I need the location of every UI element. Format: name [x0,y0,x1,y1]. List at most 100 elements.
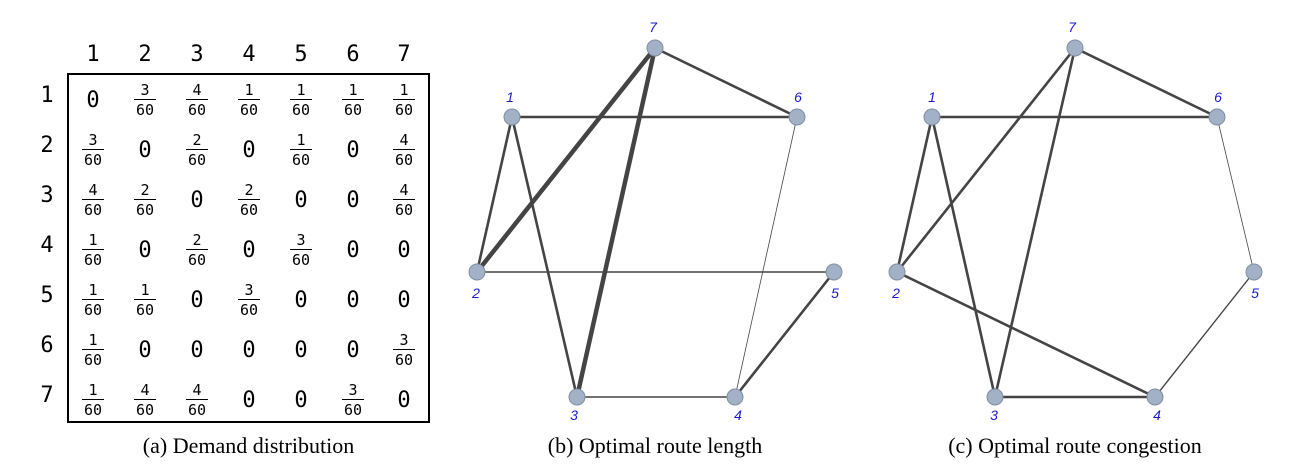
row-label: 1 [40,83,54,108]
cell-value: 0 [397,387,411,413]
graph-optimal-route-congestion: 1 2 3 4 5 6 7 [888,19,1263,423]
matrix-cell: 4 60 [119,375,171,425]
edge-6-5 [1216,116,1255,273]
fraction-denominator: 60 [187,100,207,119]
matrix-cell: 1 60 [327,75,379,125]
fraction: 4 60 [134,381,156,419]
node-label-6: 6 [1214,89,1222,105]
fraction-numerator: 3 [290,231,312,250]
fraction-numerator: 3 [82,131,104,150]
cell-value: 0 [242,137,256,163]
fraction: 4 60 [393,181,415,219]
caption-optimal-route-congestion: (c) Optimal route congestion [948,433,1202,458]
node-6 [1208,108,1226,126]
cell-value: 0 [294,187,308,213]
edge-3-7 [993,46,1077,399]
node-7 [646,39,664,57]
matrix-cell: 2 60 [223,175,275,225]
fraction: 3 60 [82,131,104,169]
column-label: 3 [190,42,204,67]
matrix-cell: 0 [327,125,379,175]
caption-optimal-route-length: (b) Optimal route length [547,433,763,458]
node-label-3: 3 [570,407,578,423]
fraction-numerator: 2 [134,181,156,200]
edge-3-7 [574,45,658,400]
fraction: 3 60 [342,381,364,419]
fraction-numerator: 3 [134,81,156,100]
fraction: 4 60 [393,131,415,169]
row-label: 4 [40,233,54,258]
fraction-numerator: 4 [186,81,208,100]
fraction-denominator: 60 [83,150,103,169]
cell-value: 0 [397,237,411,263]
fraction-denominator: 60 [239,100,259,119]
cell-value: 0 [397,287,411,313]
matrix-cell: 0 [275,375,327,425]
fraction: 1 60 [82,281,104,319]
node-7 [1066,39,1084,57]
node-label-2: 2 [891,285,900,301]
demand-matrix: 0 3 60 4 60 1 60 1 60 1 60 1 60 3 60 0 2 60 0 1 60 0 4 60 4 60 2 60… [67,73,430,423]
column-label: 2 [138,42,152,67]
fraction-numerator: 1 [290,131,312,150]
edge-2-4 [895,270,1157,399]
caption-demand-distribution: (a) Demand distribution [142,433,355,458]
matrix-cell: 0 [327,325,379,375]
fraction: 1 60 [82,231,104,269]
fraction-numerator: 2 [238,181,260,200]
fraction-numerator: 3 [238,281,260,300]
node-3 [986,388,1004,406]
fraction: 4 60 [186,381,208,419]
matrix-cell: 4 60 [67,175,119,225]
node-label-5: 5 [1251,285,1259,301]
column-label: 7 [397,42,411,67]
fraction-denominator: 60 [239,200,259,219]
row-label: 2 [40,133,54,158]
matrix-cell: 0 [119,125,171,175]
matrix-cell: 3 60 [223,275,275,325]
matrix-cell: 4 60 [378,175,430,225]
fraction-denominator: 60 [135,100,155,119]
edge-6-4 [734,116,798,398]
cell-value: 0 [346,287,360,313]
matrix-cell: 0 [171,325,223,375]
fraction-denominator: 60 [291,250,311,269]
edge-1-3 [930,115,997,399]
cell-value: 0 [242,387,256,413]
fraction-numerator: 1 [134,281,156,300]
edge-2-7 [474,45,658,275]
fraction-denominator: 60 [135,300,155,319]
matrix-cell: 1 60 [67,375,119,425]
matrix-cell: 3 60 [378,325,430,375]
matrix-cell: 1 60 [67,225,119,275]
node-1 [923,108,941,126]
fraction: 4 60 [82,181,104,219]
fraction: 2 60 [238,181,260,219]
matrix-cell: 3 60 [119,75,171,125]
edge-1-3 [510,115,579,399]
cell-value: 0 [190,187,204,213]
matrix-cell: 2 60 [119,175,171,225]
matrix-cell: 0 [275,275,327,325]
edge-2-7 [895,46,1077,274]
fraction-numerator: 2 [186,131,208,150]
column-label: 5 [294,42,308,67]
row-label: 7 [40,383,54,408]
fraction: 1 60 [134,281,156,319]
fraction-denominator: 60 [291,150,311,169]
fraction-denominator: 60 [343,100,363,119]
matrix-cell: 1 60 [119,275,171,325]
fraction-denominator: 60 [187,250,207,269]
graph-optimal-route-length: 1 2 3 4 5 6 7 [468,19,843,423]
cell-value: 0 [138,137,152,163]
matrix-cell: 0 [223,225,275,275]
matrix-cell: 1 60 [223,75,275,125]
matrix-cell: 4 60 [171,375,223,425]
cell-value: 0 [242,337,256,363]
fraction: 1 60 [290,131,312,169]
edge-1-2 [895,115,934,274]
cell-value: 0 [346,237,360,263]
matrix-cell: 0 [327,275,379,325]
fraction-denominator: 60 [83,300,103,319]
